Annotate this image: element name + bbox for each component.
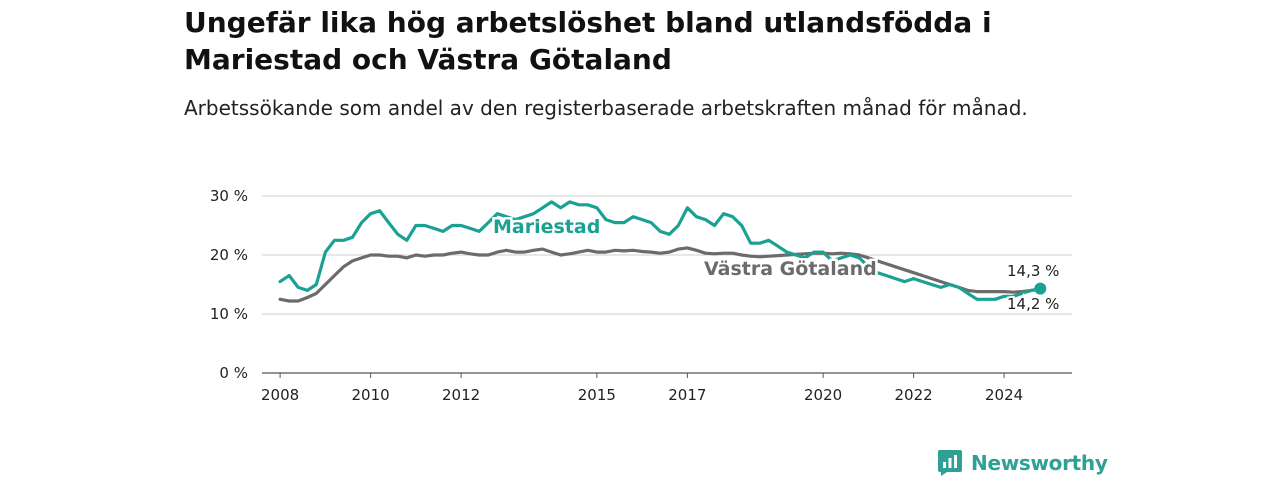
x-tick-label: 2020 xyxy=(804,386,842,404)
series-line-vastra-gotaland xyxy=(278,246,1042,303)
series-lines xyxy=(278,200,1047,303)
y-tick-label: 10 % xyxy=(210,305,248,323)
series-line-mariestad xyxy=(278,200,1042,301)
y-tick-label: 20 % xyxy=(210,246,248,264)
y-tick-label: 0 % xyxy=(219,364,248,382)
chart-subtitle: Arbetssökande som andel av den registerb… xyxy=(184,96,1028,120)
newsworthy-logo-icon xyxy=(938,450,962,476)
series-labels: Mariestad Västra Götaland xyxy=(491,214,880,283)
newsworthy-logo: Newsworthy xyxy=(937,449,1108,477)
x-tick-label: 2012 xyxy=(442,386,480,404)
y-axis-ticks: 0 % 10 % 20 % 30 % xyxy=(210,187,248,382)
end-value-labels: 14,3 % 14,2 % xyxy=(1005,260,1061,315)
x-tick-label: 2022 xyxy=(895,386,933,404)
series-label-mariestad: Mariestad xyxy=(493,216,600,238)
end-point-mariestad xyxy=(1034,282,1047,295)
x-tick-label: 2008 xyxy=(261,386,299,404)
x-tick-label: 2015 xyxy=(578,386,616,404)
x-tick-label: 2017 xyxy=(668,386,706,404)
chart-title: Ungefär lika hög arbetslöshet bland utla… xyxy=(184,6,992,76)
y-tick-label: 30 % xyxy=(210,187,248,205)
brand-name: Newsworthy xyxy=(971,451,1108,475)
series-label-vastra-gotaland: Västra Götaland xyxy=(704,258,877,280)
x-tick-label: 2024 xyxy=(985,386,1023,404)
end-label-mariestad: 14,3 % xyxy=(1007,262,1059,280)
end-label-vastra-gotaland: 14,2 % xyxy=(1007,295,1059,313)
x-tick-label: 2010 xyxy=(352,386,390,404)
x-axis-ticks: 2008 2010 2012 2015 2017 2020 2022 2024 xyxy=(261,373,1023,404)
